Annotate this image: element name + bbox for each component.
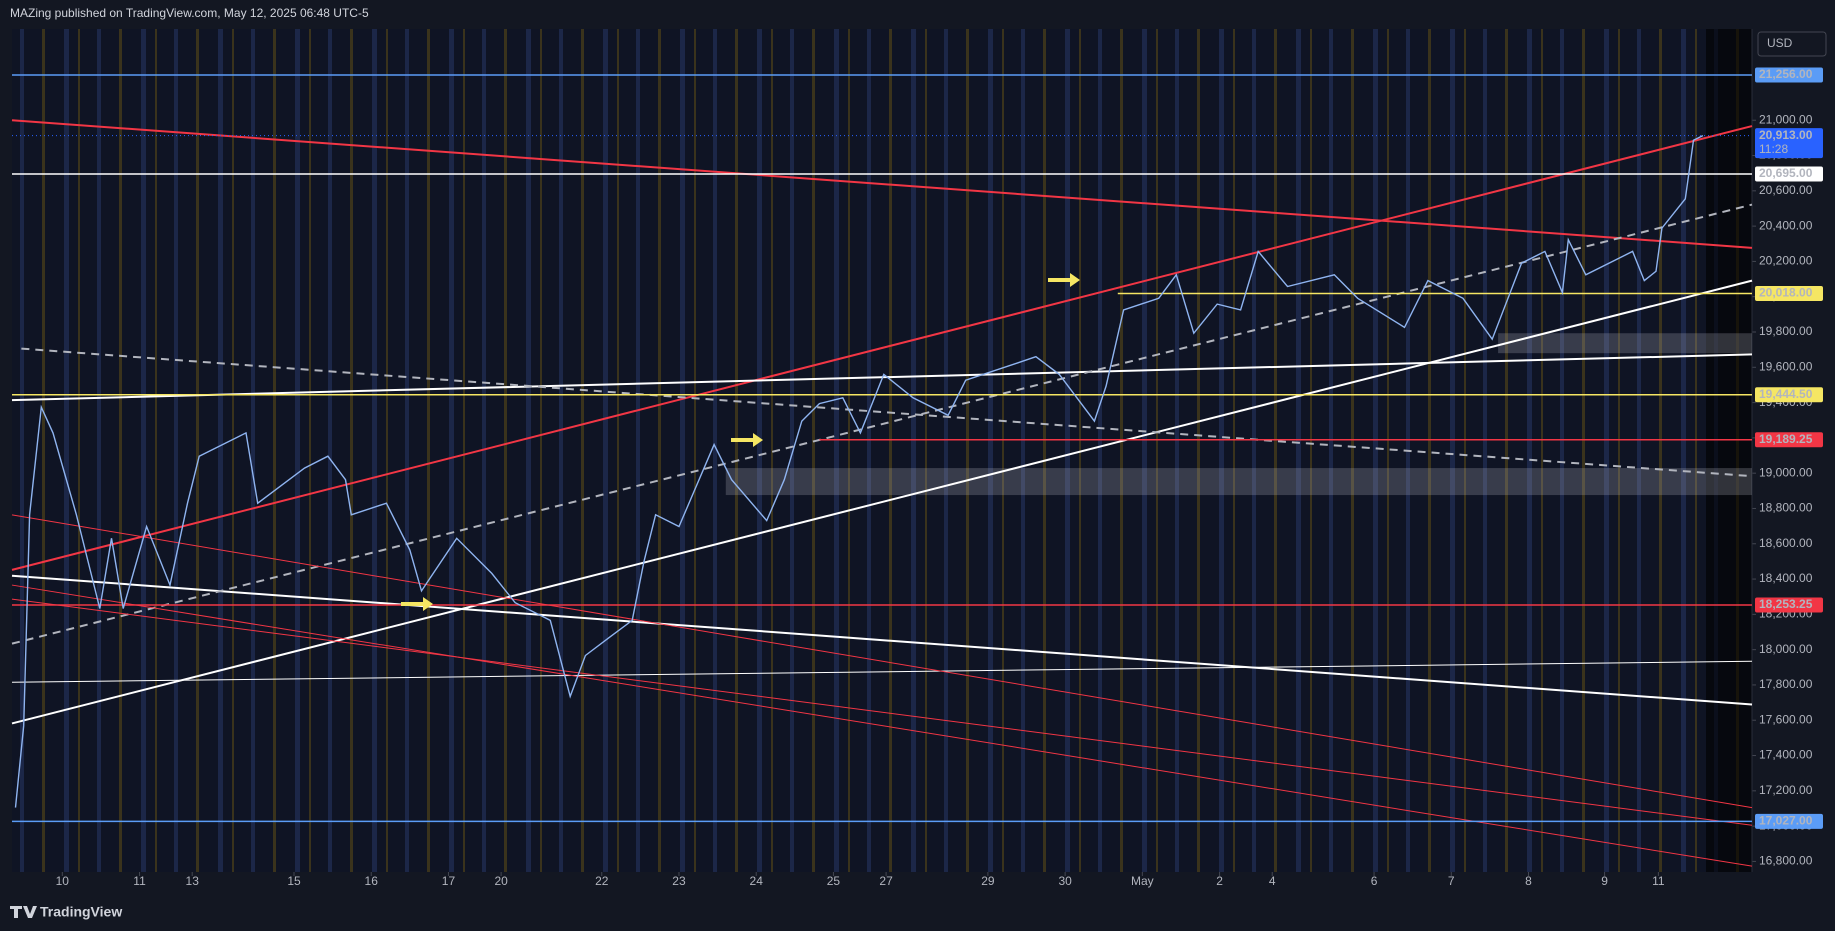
x-tick-label: 11 [1652,874,1665,888]
y-tick-label: 21,000.00 [1759,112,1813,126]
trendline [11,279,1753,725]
x-tick-label: 10 [56,874,70,888]
arrow [731,433,763,447]
y-tick-label: 18,600.00 [1759,536,1813,550]
trendline [11,203,1753,645]
x-tick-label: 2 [1216,874,1223,888]
level-label: 19,189.25 [1759,432,1813,446]
x-tick-label: 6 [1371,874,1378,888]
level-badge [1755,67,1823,83]
trendline [11,119,1753,249]
level-label: 20,018.00 [1759,286,1813,300]
currency-button[interactable] [1757,31,1827,57]
level-label: 17,027.00 [1759,814,1813,828]
x-tick-label: 30 [1058,874,1072,888]
y-tick-label: 18,000.00 [1759,642,1813,656]
x-tick-label: 22 [595,874,609,888]
y-tick-label: 19,000.00 [1759,465,1813,479]
x-tick-label: 13 [186,874,200,888]
y-tick-label: 19,800.00 [1759,324,1813,338]
trendline [11,125,1753,571]
y-tick-label: 18,800.00 [1759,501,1813,515]
future-area [1706,29,1752,872]
trendline [21,347,1753,478]
zone [725,468,1752,496]
level-badge [1755,813,1823,829]
y-tick-label: 18,400.00 [1759,571,1813,585]
x-tick-label: 7 [1448,874,1455,888]
y-tick-label: 17,800.00 [1759,677,1813,691]
trendline [11,598,1753,826]
countdown: 11:28 [1759,142,1788,156]
level-badge [1755,286,1823,302]
level-badge [1755,128,1823,159]
y-tick-label: 17,600.00 [1759,712,1813,726]
y-tick-label: 20,400.00 [1759,218,1813,232]
x-tick-label: 27 [879,874,893,888]
x-tick-label: 9 [1601,874,1608,888]
y-tick-label: 20,200.00 [1759,254,1813,268]
level-label: 20,913.00 [1759,128,1813,142]
x-tick-label: 17 [442,874,456,888]
level-badge [1755,432,1823,448]
plot-area [12,29,1752,872]
arrow [1048,273,1080,287]
x-tick-label: 23 [672,874,686,888]
level-badge [1755,597,1823,613]
logo [10,906,37,918]
x-tick-label: 4 [1269,874,1276,888]
x-tick-label: 25 [827,874,841,888]
y-tick-label: 17,400.00 [1759,748,1813,762]
x-tick-label: 15 [287,874,301,888]
arrows [401,273,1080,611]
y-tick-label: 20,600.00 [1759,183,1813,197]
trendline [11,514,1753,809]
level-label: 20,695.00 [1759,166,1813,180]
header: MAZing published on TradingView.com, May… [10,6,369,20]
x-tick-label: 24 [750,874,764,888]
x-tick-label: May [1131,874,1154,888]
trendline [11,584,1753,867]
x-tick-label: 8 [1525,874,1532,888]
zone [1498,333,1752,354]
level-badge [1755,166,1823,182]
currency[interactable]: USD [1767,36,1793,50]
level-badge [1755,387,1823,403]
x-tick-label: 20 [494,874,508,888]
x-tick-label: 29 [981,874,995,888]
trendline [11,660,1753,683]
level-label: 19,444.50 [1759,387,1813,401]
price-line [14,134,1704,808]
level-label: 18,253.25 [1759,597,1813,611]
x-tick-label: 11 [133,874,146,888]
level-label: 21,256.00 [1759,67,1813,81]
trendline [11,574,1753,706]
y-tick-label: 17,200.00 [1759,783,1813,797]
x-tick-label: 16 [365,874,379,888]
footer: TradingView [40,904,122,920]
y-tick-label: 19,600.00 [1759,359,1813,373]
y-tick-label: 16,800.00 [1759,854,1813,868]
arrow [401,597,433,611]
